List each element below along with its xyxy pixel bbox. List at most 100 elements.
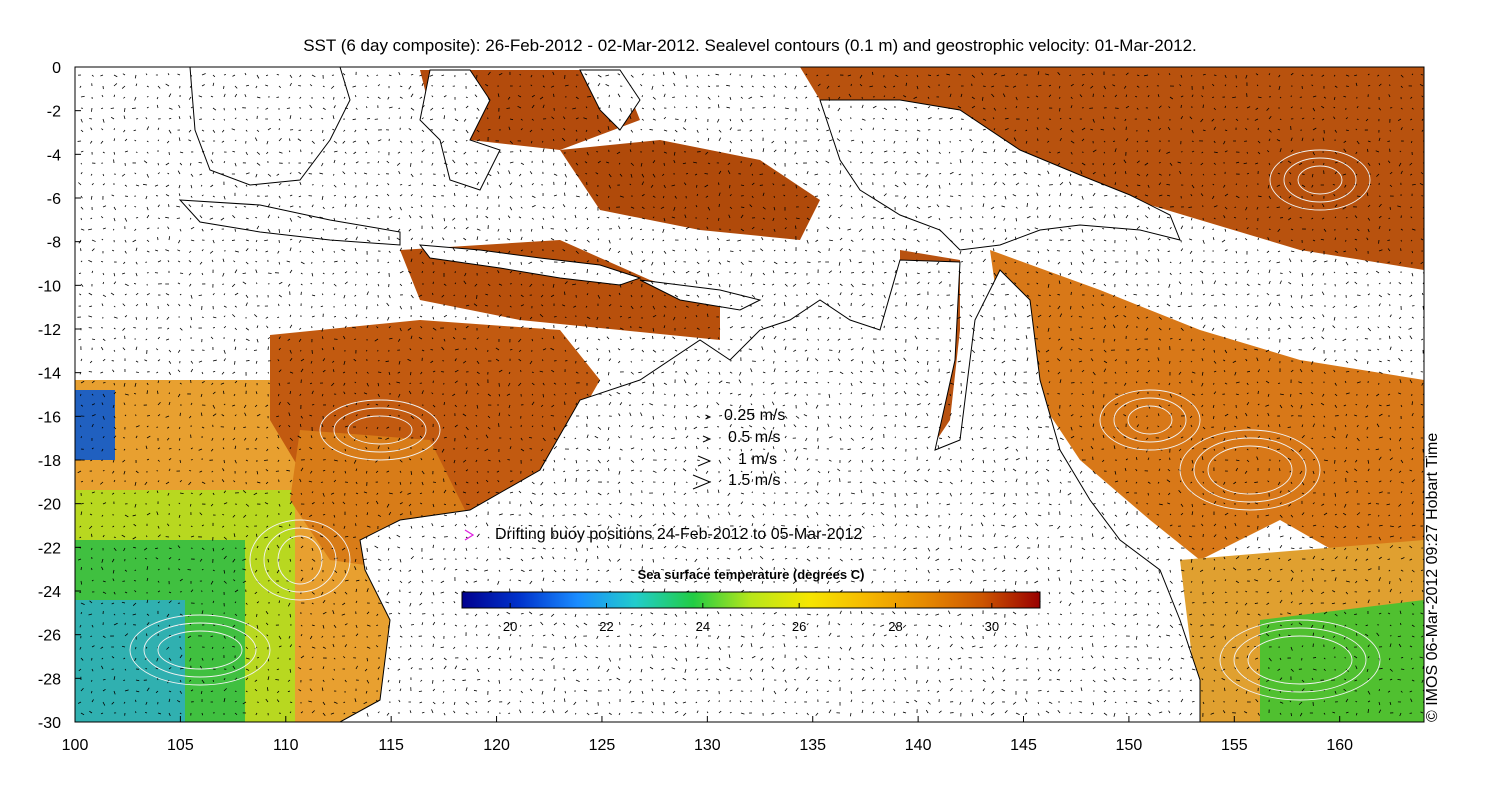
velocity-arrow bbox=[971, 457, 975, 461]
velocity-arrow bbox=[265, 469, 269, 472]
velocity-arrow bbox=[188, 304, 192, 307]
velocity-arrow bbox=[135, 425, 140, 428]
velocity-arrow bbox=[520, 128, 523, 131]
velocity-arrow bbox=[575, 117, 579, 120]
velocity-arrow bbox=[916, 195, 920, 198]
velocity-arrow bbox=[717, 118, 720, 123]
velocity-arrow bbox=[783, 338, 786, 341]
velocity-arrow bbox=[1180, 436, 1184, 439]
velocity-arrow bbox=[1067, 492, 1072, 496]
velocity-arrow bbox=[564, 349, 567, 352]
velocity-arrow bbox=[1410, 206, 1413, 209]
velocity-arrow bbox=[893, 96, 896, 99]
velocity-arrow bbox=[157, 85, 161, 89]
velocity-arrow bbox=[981, 360, 984, 363]
velocity-arrow bbox=[288, 150, 291, 153]
velocity-arrow bbox=[177, 73, 181, 76]
velocity-arrow bbox=[1158, 327, 1162, 331]
velocity-arrow bbox=[332, 115, 335, 120]
velocity-arrow bbox=[1188, 305, 1193, 307]
velocity-arrow bbox=[793, 261, 797, 264]
velocity-arrow bbox=[1310, 447, 1314, 450]
velocity-arrow bbox=[278, 503, 281, 507]
velocity-arrow bbox=[342, 371, 346, 374]
velocity-arrow bbox=[167, 260, 170, 263]
velocity-arrow bbox=[177, 260, 181, 263]
velocity-arrow bbox=[321, 293, 324, 296]
velocity-arrow bbox=[1168, 404, 1171, 406]
sst-region-coral-sea bbox=[990, 250, 1424, 560]
velocity-arrow bbox=[78, 182, 82, 186]
velocity-arrow bbox=[1114, 148, 1117, 153]
velocity-arrow bbox=[949, 227, 952, 230]
velocity-arrow bbox=[894, 171, 897, 175]
velocity-arrow bbox=[1257, 403, 1260, 406]
velocity-arrow bbox=[1268, 228, 1271, 231]
velocity-arrow bbox=[123, 492, 126, 495]
velocity-arrow bbox=[839, 170, 842, 175]
velocity-arrow bbox=[1158, 182, 1162, 186]
velocity-arrow bbox=[880, 349, 885, 351]
velocity-arrow bbox=[597, 160, 601, 164]
velocity-arrow bbox=[705, 470, 709, 474]
velocity-arrow bbox=[1378, 360, 1382, 363]
velocity-arrow bbox=[113, 151, 116, 155]
velocity-arrow bbox=[684, 95, 687, 98]
velocity-arrow bbox=[848, 459, 852, 463]
velocity-arrow bbox=[905, 382, 908, 385]
velocity-arrow bbox=[485, 304, 489, 307]
velocity-arrow bbox=[287, 283, 291, 287]
velocity-arrow bbox=[850, 326, 853, 329]
velocity-arrow bbox=[507, 96, 511, 100]
velocity-arrow bbox=[992, 470, 995, 473]
velocity-arrow bbox=[913, 228, 918, 231]
velocity-arrow bbox=[673, 206, 676, 211]
velocity-arrow bbox=[1002, 381, 1006, 384]
velocity-arrow bbox=[80, 380, 85, 384]
velocity-arrow bbox=[575, 447, 579, 450]
velocity-arrow bbox=[1323, 358, 1327, 362]
velocity-arrow bbox=[201, 249, 204, 252]
halmahera bbox=[579, 69, 641, 131]
velocity-arrow bbox=[663, 467, 667, 472]
velocity-arrow bbox=[1166, 303, 1171, 307]
velocity-arrow bbox=[277, 359, 280, 362]
velocity-arrow bbox=[539, 314, 544, 318]
velocity-arrow bbox=[1147, 237, 1151, 241]
velocity-arrow bbox=[441, 74, 445, 77]
velocity-arrow bbox=[1267, 480, 1270, 483]
velocity-arrow bbox=[1224, 382, 1228, 385]
velocity-arrow bbox=[331, 382, 335, 387]
velocity-arrow bbox=[540, 481, 544, 486]
velocity-arrow bbox=[355, 468, 358, 472]
velocity-arrow bbox=[1026, 426, 1030, 431]
velocity-arrow bbox=[1411, 412, 1414, 417]
velocity-arrow bbox=[1169, 327, 1171, 330]
velocity-arrow bbox=[715, 73, 720, 76]
velocity-arrow bbox=[398, 170, 401, 175]
velocity-arrow bbox=[903, 195, 907, 199]
velocity-arrow bbox=[1354, 414, 1358, 417]
velocity-arrow bbox=[112, 369, 115, 373]
velocity-arrow bbox=[553, 173, 558, 176]
velocity-arrow bbox=[564, 239, 568, 242]
velocity-arrow bbox=[1003, 139, 1006, 142]
velocity-arrow bbox=[1090, 128, 1094, 131]
velocity-arrow bbox=[1012, 359, 1017, 362]
velocity-arrow bbox=[1365, 404, 1369, 408]
velocity-arrow bbox=[91, 183, 94, 186]
velocity-arrow bbox=[1246, 227, 1249, 230]
velocity-arrow bbox=[101, 303, 104, 307]
velocity-arrow bbox=[1356, 195, 1361, 197]
velocity-arrow bbox=[1136, 348, 1141, 351]
velocity-arrow bbox=[234, 139, 237, 142]
velocity-arrow bbox=[212, 293, 215, 296]
velocity-arrow bbox=[553, 437, 557, 441]
velocity-arrow bbox=[982, 294, 985, 297]
velocity-arrow bbox=[751, 74, 753, 78]
velocity-arrow bbox=[101, 426, 104, 429]
velocity-arrow bbox=[542, 415, 544, 418]
velocity-arrow bbox=[1235, 467, 1238, 472]
velocity-arrow bbox=[881, 315, 885, 318]
velocity-arrow bbox=[946, 73, 951, 76]
